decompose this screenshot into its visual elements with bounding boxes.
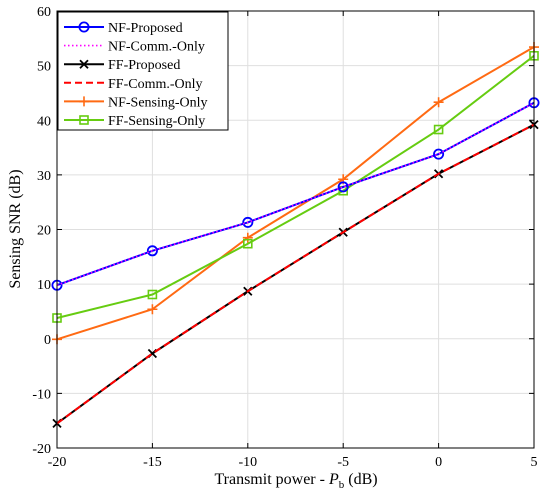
y-tick-label: 50 (37, 60, 51, 75)
data-point-plus (79, 96, 89, 107)
series-group (51, 42, 540, 429)
series-line (56, 123, 535, 425)
data-point-circle (78, 21, 90, 33)
x-tick-label: 0 (435, 455, 442, 470)
data-point-x (79, 59, 89, 69)
x-tick-label: 5 (531, 455, 538, 470)
legend-label: NF-Sensing-Only (108, 95, 208, 110)
y-tick-label: 0 (44, 333, 51, 348)
data-point-plus (242, 232, 253, 243)
series-ff-sensing-only (52, 50, 539, 323)
series-line (56, 102, 535, 286)
x-tick-label: -20 (48, 455, 67, 470)
legend-item: NF-Comm.-Only (64, 40, 205, 55)
data-point-plus (147, 304, 158, 315)
data-point-circle (242, 216, 254, 228)
y-tick-label: -10 (32, 387, 51, 402)
legend: NF-Proposed NF-Comm.-Only FF-Proposed FF-Co… (57, 11, 229, 131)
data-point-circle (337, 181, 349, 193)
x-tick-label: -15 (143, 455, 162, 470)
series-line (56, 54, 535, 319)
legend-label: NF-Proposed (108, 21, 183, 36)
data-point-plus (433, 97, 444, 108)
y-tick-label: 10 (37, 278, 51, 293)
y-tick-label: 40 (37, 114, 51, 129)
data-point-square (243, 238, 253, 249)
legend-item: FF-Proposed (64, 58, 180, 73)
y-tick-label: -20 (32, 442, 51, 457)
data-point-square (147, 289, 158, 300)
x-axis-label: Transmit power - Pb (dB) (214, 471, 377, 491)
series-nf-comm-only (56, 102, 535, 286)
y-tick-label: 30 (37, 169, 51, 184)
legend-item: NF-Sensing-Only (64, 95, 208, 110)
legend-label: FF-Proposed (108, 58, 180, 73)
data-point-square (433, 124, 444, 135)
data-point-circle (146, 245, 158, 257)
legend-label: NF-Comm.-Only (108, 40, 205, 55)
legend-item: NF-Proposed (64, 21, 183, 36)
y-tick-label: 20 (37, 224, 51, 239)
legend-item: FF-Comm.-Only (64, 77, 203, 92)
data-point-circle (433, 148, 445, 160)
legend-label: FF-Comm.-Only (108, 77, 203, 92)
legend-label: FF-Sensing-Only (108, 114, 205, 129)
plot-frame (56, 10, 535, 449)
legend-item: FF-Sensing-Only (64, 114, 205, 129)
series-line (56, 46, 535, 341)
y-tick-label: 60 (37, 5, 51, 20)
series-ff-comm-only (56, 123, 535, 425)
x-tick-label: -5 (337, 455, 349, 470)
data-point-square (79, 115, 89, 125)
x-tick-label: -10 (238, 455, 257, 470)
y-axis-label: Sensing SNR (dB) (7, 169, 24, 288)
